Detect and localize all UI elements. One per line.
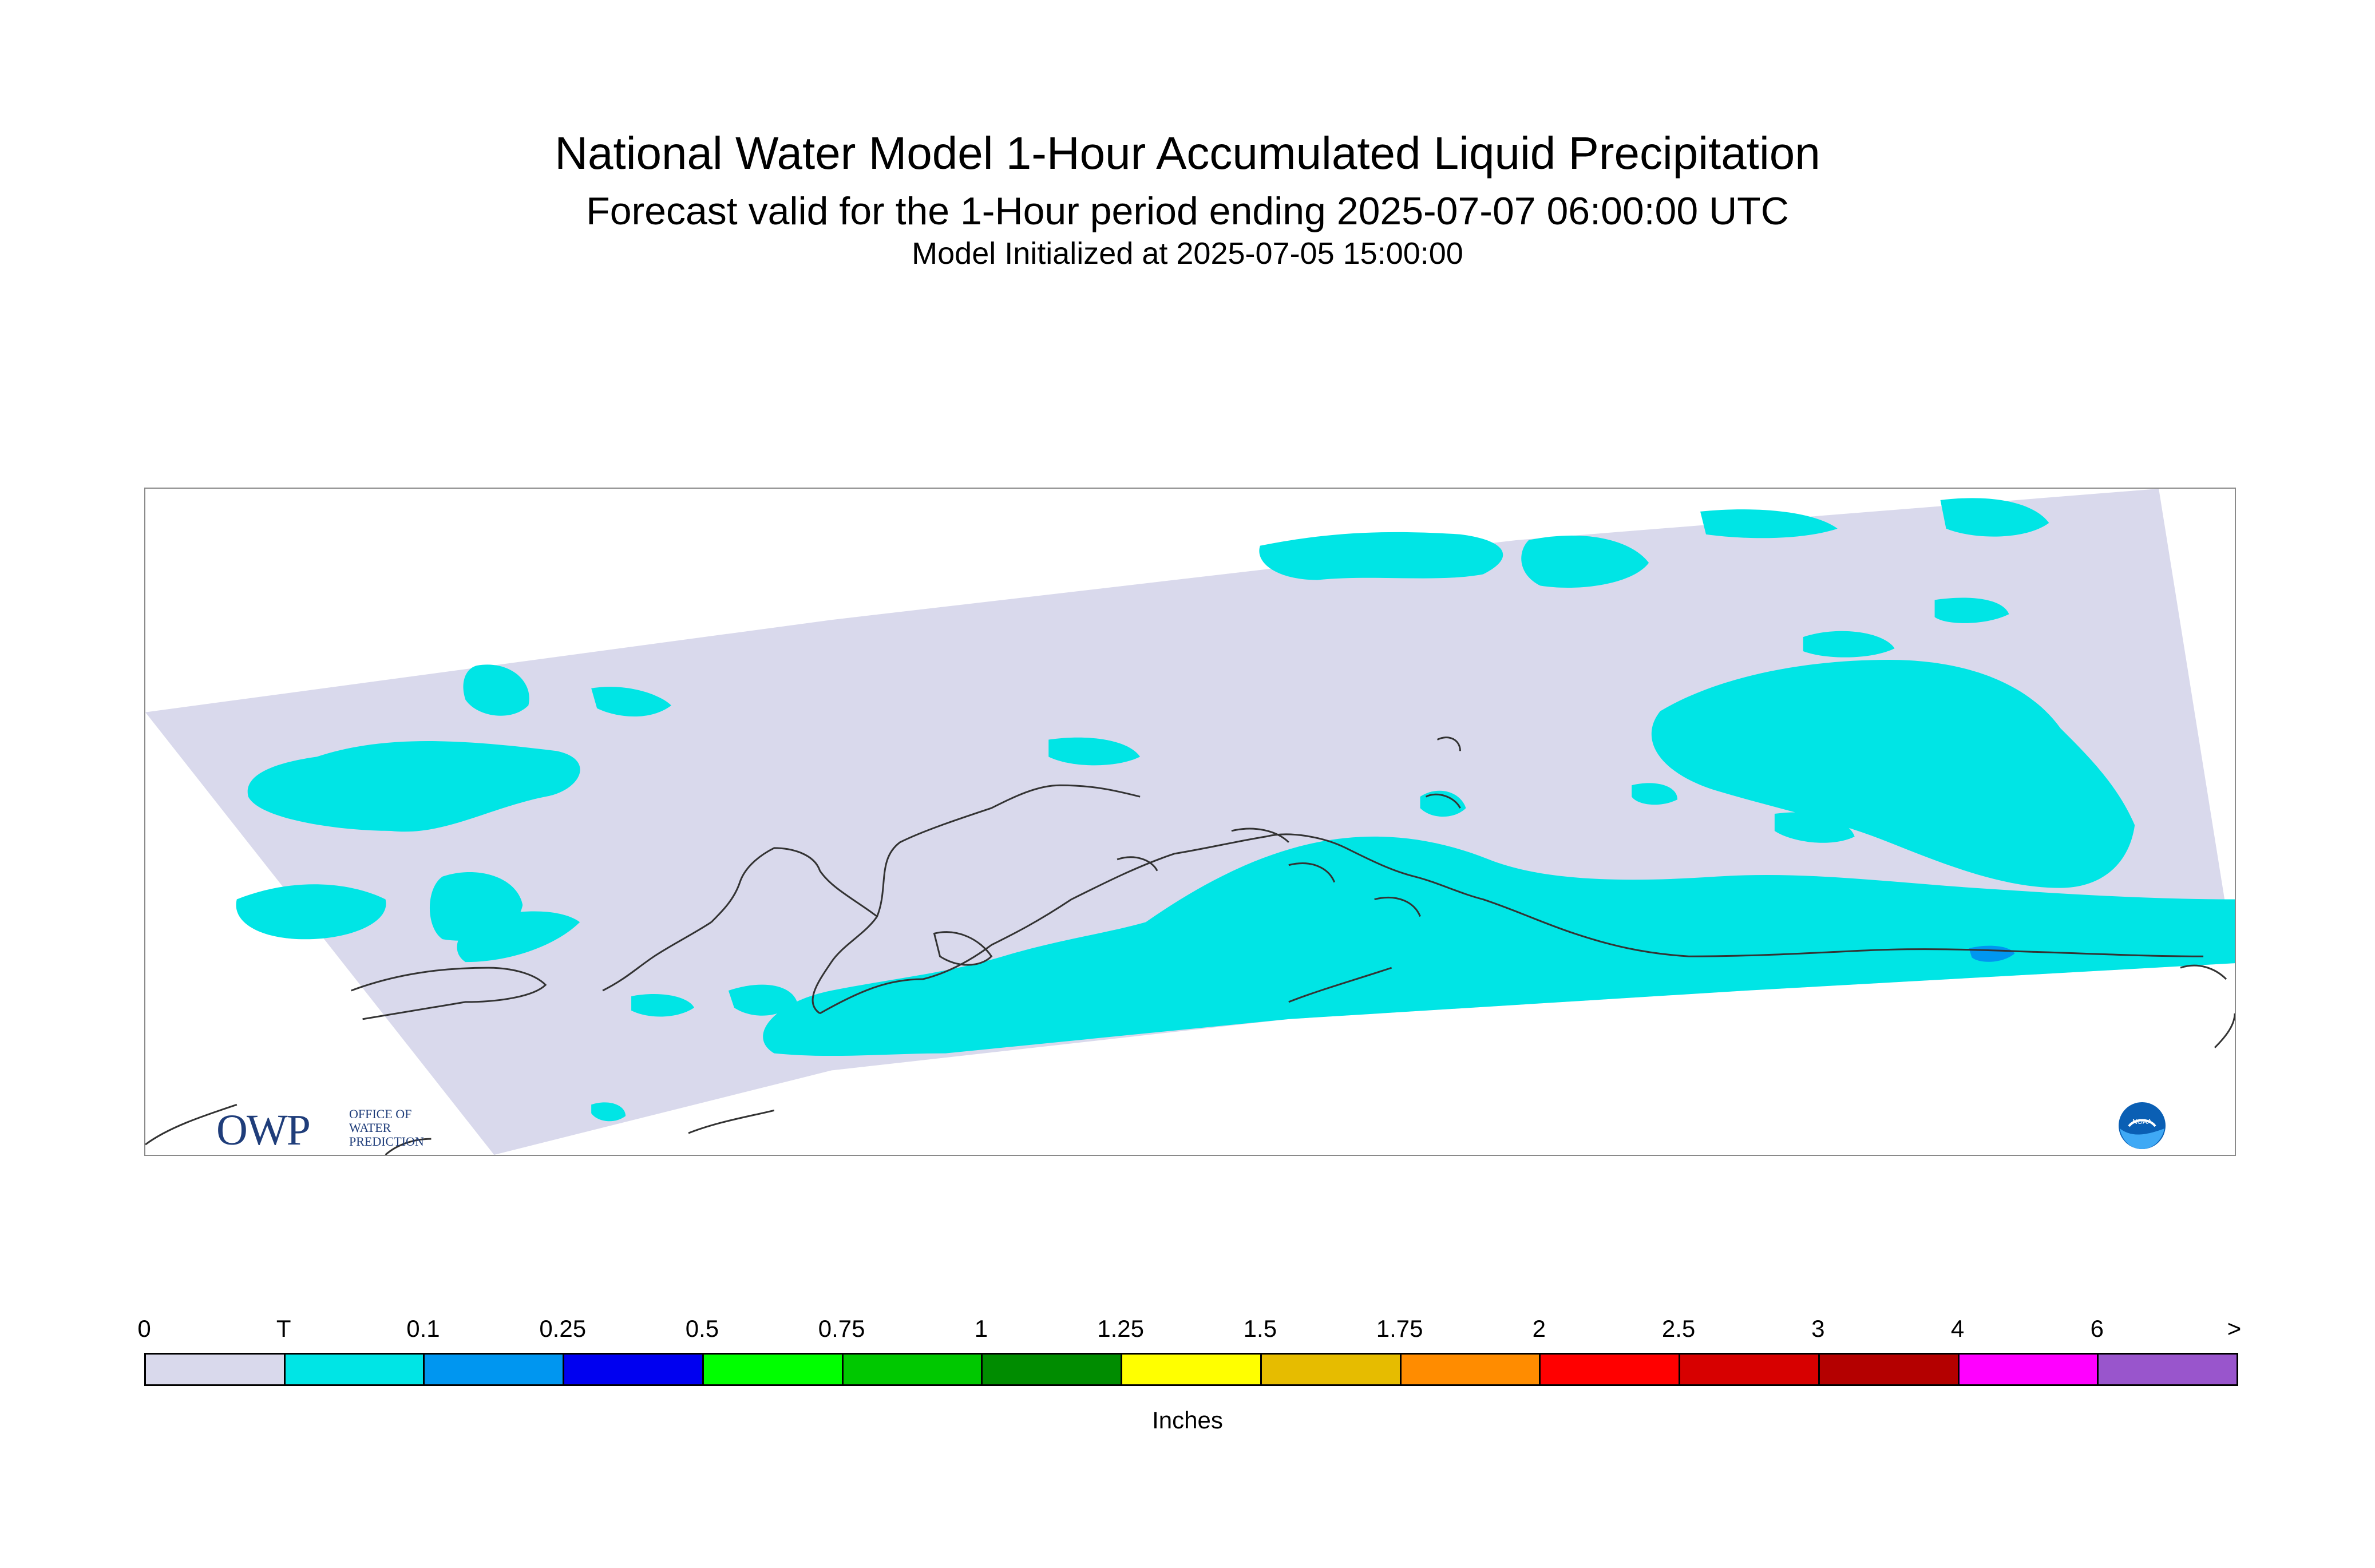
legend-tick-label: 0.5 bbox=[685, 1315, 719, 1342]
map-title: National Water Model 1-Hour Accumulated … bbox=[555, 128, 1820, 179]
legend-tick-label: 0.1 bbox=[406, 1315, 440, 1342]
precip-legend bbox=[144, 1353, 2238, 1388]
legend-swatch bbox=[1539, 1353, 1681, 1386]
legend-swatch bbox=[1818, 1353, 1960, 1386]
legend-tick-label: 1.5 bbox=[1243, 1315, 1277, 1342]
legend-tick-label: 0.25 bbox=[539, 1315, 587, 1342]
legend-swatch bbox=[1260, 1353, 1402, 1386]
legend-tick-label: T bbox=[276, 1315, 291, 1342]
legend-tick-label: > bbox=[2227, 1315, 2242, 1342]
legend-tick-label: 0.75 bbox=[818, 1315, 865, 1342]
legend-swatch bbox=[981, 1353, 1123, 1386]
legend-tick-label: 3 bbox=[1811, 1315, 1825, 1342]
legend-swatch bbox=[1399, 1353, 1541, 1386]
legend-swatch bbox=[144, 1353, 286, 1386]
noaa-logo-icon: NOAA bbox=[2119, 1102, 2166, 1149]
legend-tick-label: 0 bbox=[137, 1315, 151, 1342]
legend-tick-label: 1.75 bbox=[1376, 1315, 1423, 1342]
trace-precip-areas bbox=[236, 498, 2235, 1122]
legend-swatch bbox=[841, 1353, 983, 1386]
legend-swatch bbox=[1957, 1353, 2099, 1386]
legend-tick-label: 6 bbox=[2090, 1315, 2104, 1342]
legend-swatch bbox=[1679, 1353, 1820, 1386]
legend-swatch bbox=[563, 1353, 704, 1386]
legend-tick-label: 1 bbox=[974, 1315, 988, 1342]
model-init-line: Model Initialized at 2025-07-05 15:00:00 bbox=[912, 236, 1463, 271]
legend-swatch bbox=[2097, 1353, 2238, 1386]
owp-logo-line2: WATER bbox=[349, 1120, 391, 1135]
legend-swatch bbox=[423, 1353, 565, 1386]
legend-tick-label: 2.5 bbox=[1661, 1315, 1696, 1342]
map-panel: OWP OFFICE OF WATER PREDICTION NOAA bbox=[144, 488, 2236, 1156]
owp-logo-line3: PREDICTION bbox=[349, 1134, 424, 1149]
legend-tick-label: 1.25 bbox=[1097, 1315, 1144, 1342]
legend-tick-label: 4 bbox=[1950, 1315, 1965, 1342]
legend-tick-label: 2 bbox=[1532, 1315, 1546, 1342]
legend-swatch bbox=[702, 1353, 844, 1386]
legend-swatch bbox=[283, 1353, 425, 1386]
owp-logo-line1: OFFICE OF bbox=[349, 1107, 412, 1121]
map-subtitle: Forecast valid for the 1-Hour period end… bbox=[586, 189, 1789, 233]
legend-swatch bbox=[1121, 1353, 1262, 1386]
owp-logo-mark: OWP bbox=[216, 1106, 311, 1154]
noaa-logo-text: NOAA bbox=[2132, 1118, 2152, 1126]
legend-units-label: Inches bbox=[1152, 1407, 1223, 1434]
precipitation-map bbox=[145, 489, 2235, 1155]
coastlines bbox=[145, 737, 2235, 1155]
